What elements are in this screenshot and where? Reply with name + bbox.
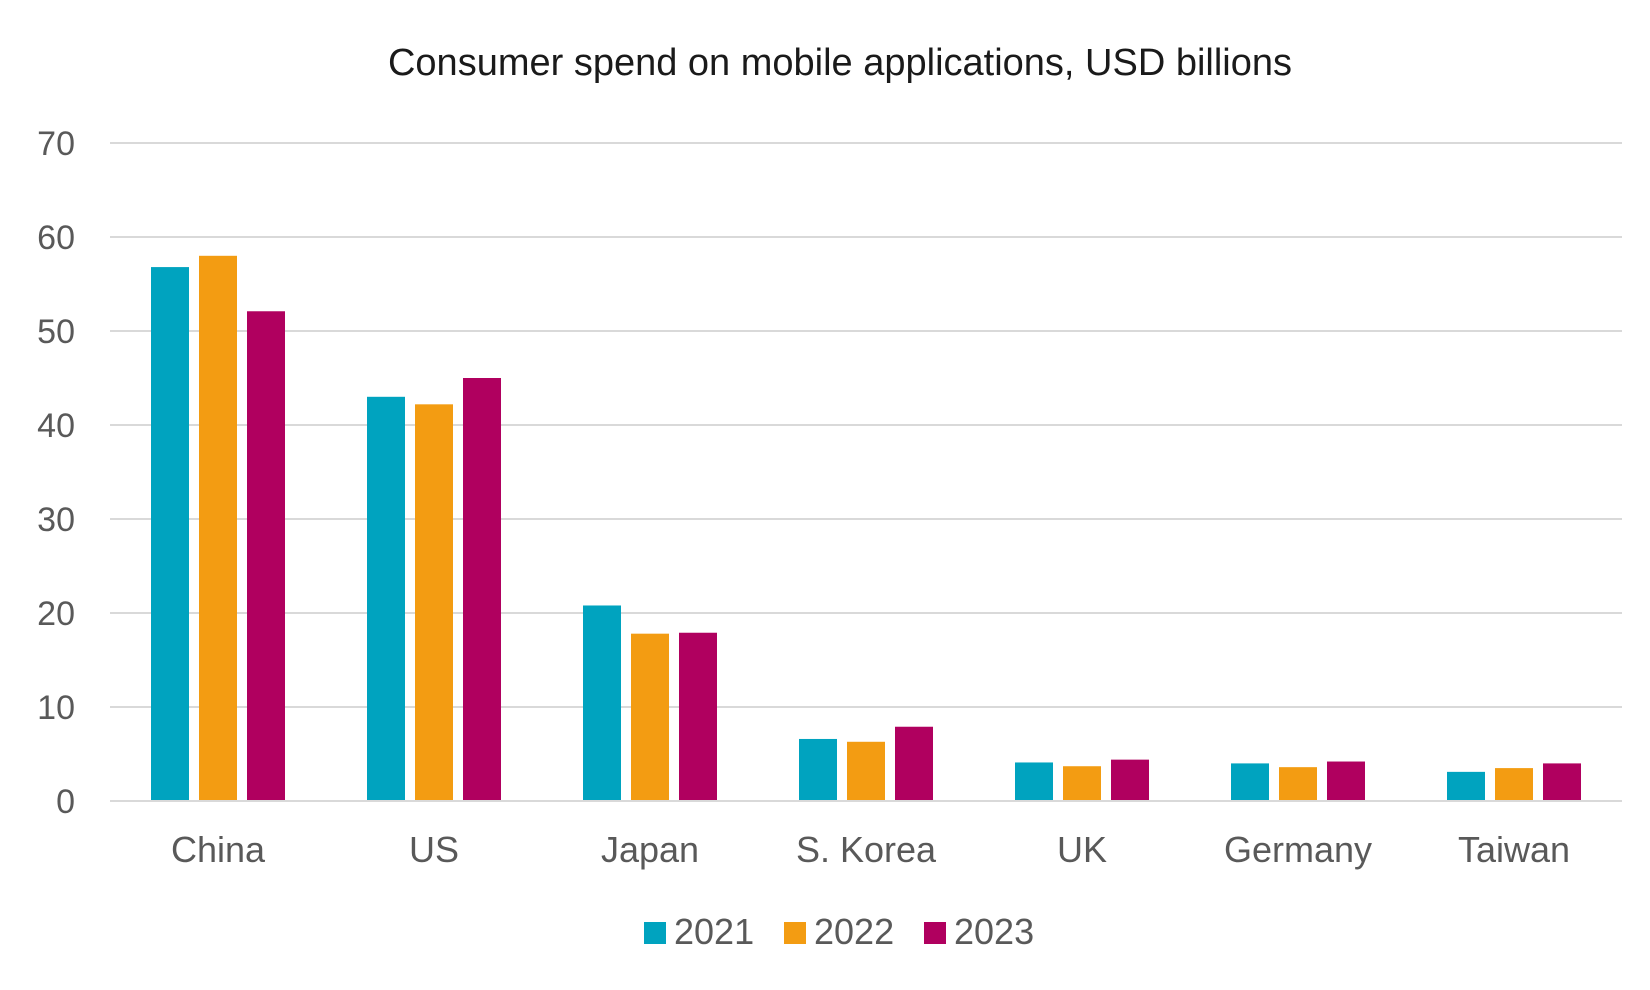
x-category-label: Japan: [601, 829, 699, 870]
bar-china-2021: [151, 267, 189, 801]
y-tick-label: 0: [56, 783, 75, 821]
bar-us-2023: [463, 378, 501, 800]
y-tick-label: 40: [37, 407, 75, 445]
legend-label-2021: 2021: [674, 911, 754, 952]
legend-swatch-2023: [924, 922, 946, 944]
bar-japan-2022: [631, 633, 669, 800]
x-category-label: US: [409, 829, 459, 870]
bar-taiwan-2023: [1543, 763, 1581, 800]
gridlines: [110, 142, 1622, 802]
y-tick-label: 10: [37, 689, 75, 727]
bar-s-korea-2022: [847, 741, 885, 800]
bar-japan-2021: [583, 605, 621, 800]
bar-germany-2023: [1327, 761, 1365, 800]
bar-uk-2023: [1111, 759, 1149, 800]
bar-s-korea-2023: [895, 726, 933, 800]
legend-swatch-2022: [784, 922, 806, 944]
bar-s-korea-2021: [799, 738, 837, 800]
legend-swatch-2021: [644, 922, 666, 944]
x-category-label: S. Korea: [796, 829, 937, 870]
x-category-label: UK: [1057, 829, 1107, 870]
bar-uk-2021: [1015, 762, 1053, 800]
y-tick-label: 30: [37, 501, 75, 539]
legend-label-2023: 2023: [954, 911, 1034, 952]
bar-us-2022: [415, 404, 453, 800]
y-axis-ticks: 0 10 20 30 40 50 60 70: [37, 125, 75, 821]
bar-taiwan-2022: [1495, 768, 1533, 800]
x-category-label: Taiwan: [1458, 829, 1570, 870]
legend-label-2022: 2022: [814, 911, 894, 952]
y-tick-label: 50: [37, 313, 75, 351]
bar-japan-2023: [679, 632, 717, 800]
legend: 2021 2022 2023: [644, 911, 1034, 952]
y-tick-label: 60: [37, 219, 75, 257]
bar-uk-2022: [1063, 766, 1101, 800]
bars: [151, 255, 1581, 801]
x-category-label: Germany: [1224, 829, 1372, 870]
bar-germany-2022: [1279, 767, 1317, 800]
bar-us-2021: [367, 396, 405, 800]
bar-taiwan-2021: [1447, 771, 1485, 800]
bar-china-2023: [247, 311, 285, 800]
y-tick-label: 20: [37, 595, 75, 633]
x-category-label: China: [171, 829, 266, 870]
bar-germany-2021: [1231, 763, 1269, 800]
bar-china-2022: [199, 255, 237, 801]
chart-title: Consumer spend on mobile applications, U…: [388, 42, 1292, 84]
x-axis-labels: China US Japan S. Korea UK Germany Taiwan: [171, 829, 1570, 870]
y-tick-label: 70: [37, 125, 75, 163]
